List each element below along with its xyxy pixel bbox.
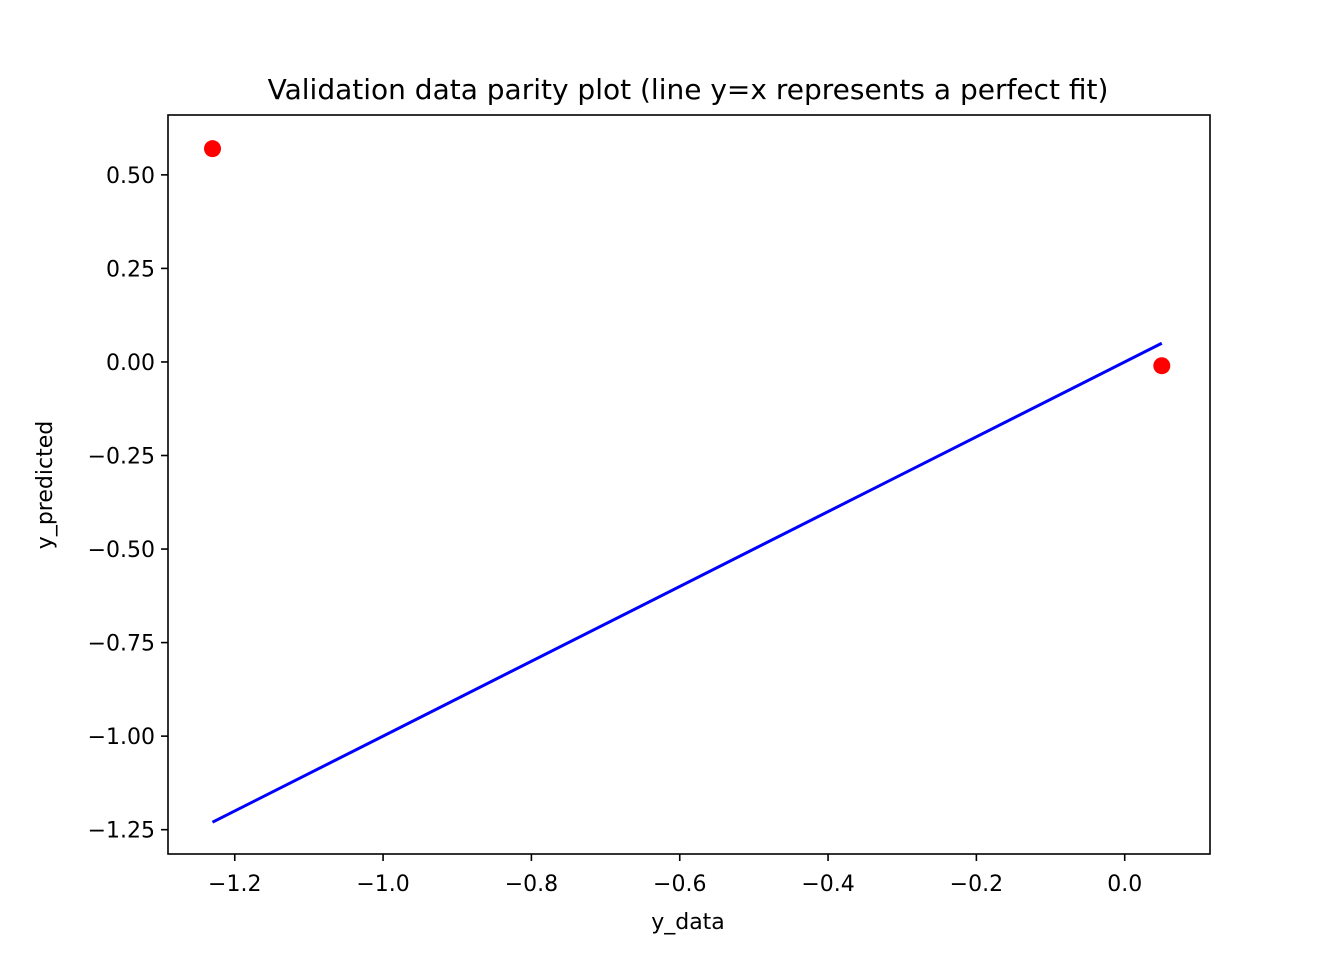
x-tick-label: −0.6 xyxy=(653,872,706,897)
y-axis-label: y_predicted xyxy=(33,421,58,549)
x-tick-label: −0.8 xyxy=(505,872,558,897)
y-tick-label: 0.50 xyxy=(106,164,155,189)
y-axis: 0.50 0.25 0.00 −0.25 −0.50 −0.75 −1.00 −1.25 xyxy=(88,164,168,844)
x-tick-label: −1.0 xyxy=(356,872,409,897)
x-axis-label: y_data xyxy=(651,910,725,935)
parity-line xyxy=(211,341,1163,824)
data-point-1 xyxy=(204,140,221,158)
x-axis: −1.2 −1.0 −0.8 −0.6 −0.4 −0.2 0.0 xyxy=(208,854,1142,897)
y-tick-label: −0.50 xyxy=(88,538,155,563)
y-tick-label: −0.25 xyxy=(88,445,155,470)
y-tick-label: −1.00 xyxy=(88,725,155,750)
x-tick-label: −0.4 xyxy=(801,872,854,897)
chart-title: Validation data parity plot (line y=x re… xyxy=(268,73,1109,106)
y-tick-label: 0.00 xyxy=(106,351,155,376)
y-tick-label: −0.75 xyxy=(88,632,155,657)
y-tick-label: −1.25 xyxy=(88,819,155,844)
y-tick-label: 0.25 xyxy=(106,257,155,282)
x-tick-label: 0.0 xyxy=(1107,872,1142,897)
data-point-2 xyxy=(1153,357,1171,375)
x-tick-label: −1.2 xyxy=(208,872,261,897)
axes-frame xyxy=(167,114,1211,855)
plot-area xyxy=(204,140,1171,824)
x-tick-label: −0.2 xyxy=(950,872,1003,897)
